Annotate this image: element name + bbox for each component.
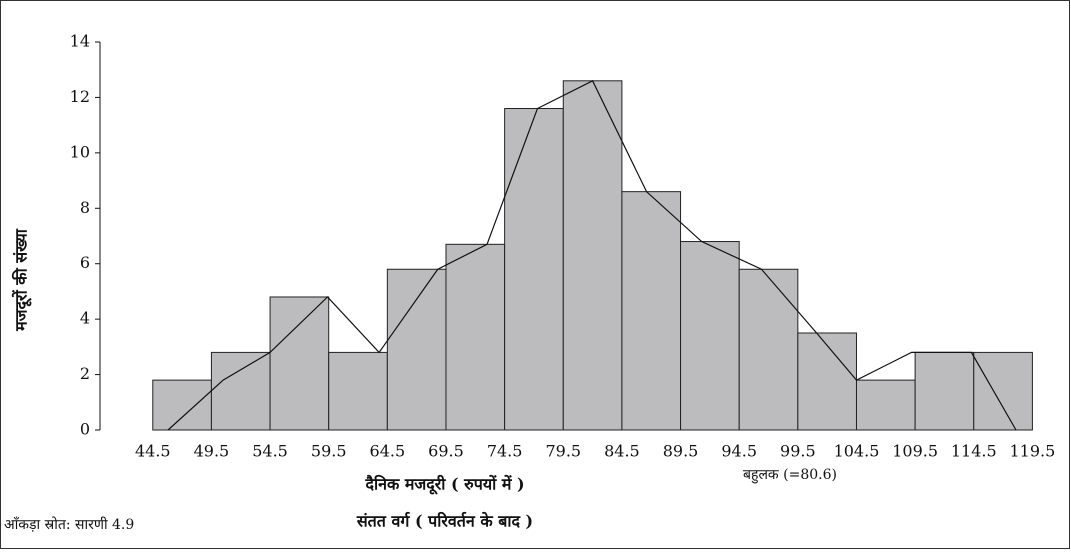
- bar: [855, 379, 916, 431]
- bar: [738, 268, 799, 431]
- x-tick-label: 99.5: [780, 442, 816, 461]
- bar: [680, 241, 740, 431]
- y-axis-label: मजदूरों की संख्या: [12, 228, 33, 332]
- y-tick-label: 4: [80, 309, 90, 328]
- bar: [621, 191, 682, 431]
- bar: [328, 351, 388, 431]
- bar: [445, 243, 506, 431]
- y-tick-label: 2: [80, 364, 90, 383]
- x-tick-label: 59.5: [311, 442, 347, 461]
- x-tick-label: 104.5: [834, 442, 880, 461]
- bar: [914, 351, 975, 431]
- bar: [973, 351, 1033, 431]
- x-tick-label: 94.5: [721, 442, 757, 461]
- y-tick-label: 8: [80, 198, 90, 217]
- source-note: आँकड़ा स्रोत: सारणी 4.9: [4, 516, 134, 533]
- x-tick-label: 64.5: [370, 442, 406, 461]
- y-tick-label: 6: [80, 253, 90, 272]
- bar: [152, 379, 212, 431]
- bar: [386, 268, 447, 431]
- subtitle: संतत वर्ग ( परिवर्तन के बाद ): [356, 512, 533, 531]
- x-tick-label: 74.5: [487, 442, 523, 461]
- y-tick-label: 10: [70, 142, 90, 161]
- x-axis-label: दैनिक मजदूरी ( रुपयों में ): [364, 475, 524, 496]
- y-tick-label: 14: [70, 32, 90, 51]
- x-tick-label: 119.5: [1010, 442, 1056, 461]
- bar: [562, 80, 623, 431]
- x-tick-label: 49.5: [194, 442, 230, 461]
- bar: [797, 332, 857, 431]
- x-tick-label: 109.5: [892, 442, 938, 461]
- y-tick-label: 12: [70, 87, 90, 106]
- bar: [504, 108, 564, 431]
- x-tick-label: 79.5: [545, 442, 581, 461]
- x-tick-label: 84.5: [604, 442, 640, 461]
- bar: [269, 296, 330, 431]
- x-tick-label: 69.5: [428, 442, 464, 461]
- x-tick-label: 89.5: [663, 442, 699, 461]
- annotation: बहुलक (=80.6): [743, 467, 837, 484]
- x-tick-label: 114.5: [951, 442, 997, 461]
- x-tick-label: 54.5: [252, 442, 288, 461]
- x-tick-label: 44.5: [135, 442, 171, 461]
- frequency-polygon: [167, 79, 1017, 431]
- bar: [210, 351, 271, 431]
- y-tick-label: 0: [80, 420, 90, 439]
